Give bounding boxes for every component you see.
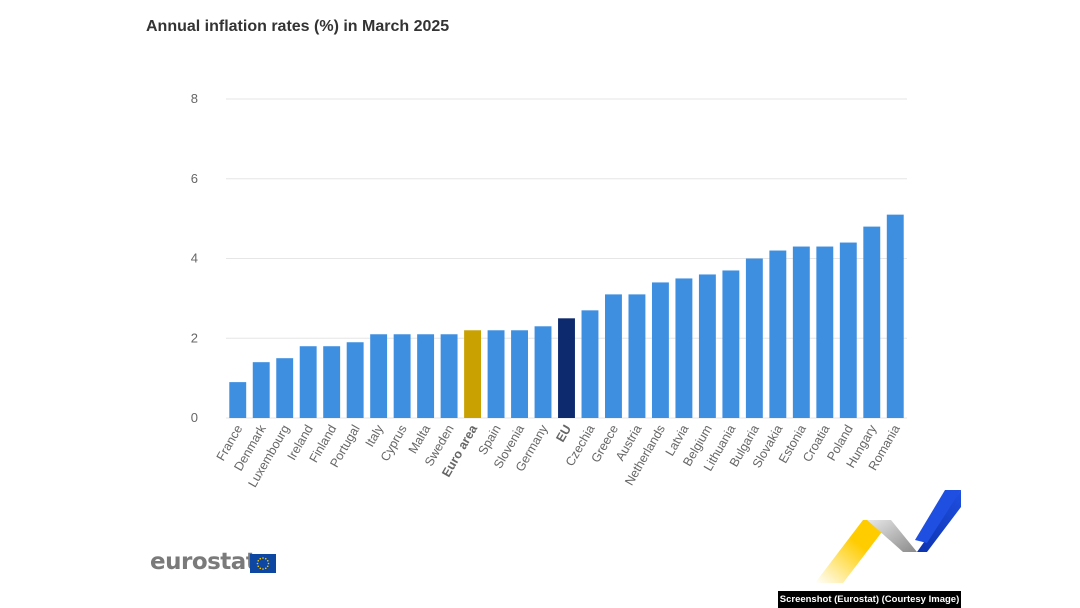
y-tick-label: 0 bbox=[191, 410, 198, 425]
x-tick-label: Italy bbox=[363, 422, 387, 450]
bar-france[interactable] bbox=[229, 382, 247, 418]
bars bbox=[229, 214, 904, 419]
bar-bulgaria[interactable] bbox=[745, 258, 763, 419]
bar-eu[interactable] bbox=[558, 318, 575, 418]
flag-star bbox=[266, 559, 269, 562]
x-axis-ticks: FranceDenmarkLuxembourgIrelandFinlandPor… bbox=[214, 422, 903, 490]
bar-netherlands[interactable] bbox=[651, 282, 669, 418]
flag-star bbox=[256, 562, 259, 565]
bar-poland[interactable] bbox=[839, 242, 857, 418]
bar-austria[interactable] bbox=[628, 294, 646, 418]
bar-denmark[interactable] bbox=[252, 362, 270, 418]
flag-star bbox=[264, 567, 267, 570]
bar-germany[interactable] bbox=[534, 326, 552, 418]
bar-chart: 0 2 4 6 8 FranceDenmarkLuxembourgIrelandFinl… bbox=[191, 91, 907, 490]
bar-sweden[interactable] bbox=[440, 334, 458, 418]
y-tick-label: 8 bbox=[191, 91, 198, 106]
flag-star bbox=[259, 567, 262, 570]
eu-flag-icon bbox=[250, 554, 276, 573]
decorative-ribbon-graphic bbox=[815, 490, 961, 583]
bar-cyprus[interactable] bbox=[393, 334, 411, 418]
bar-croatia[interactable] bbox=[816, 246, 834, 418]
bar-spain[interactable] bbox=[487, 330, 505, 418]
eurostat-logo: eurostat bbox=[150, 549, 257, 575]
y-tick-label: 2 bbox=[191, 330, 198, 345]
y-tick-label: 4 bbox=[191, 251, 198, 266]
bar-estonia[interactable] bbox=[792, 246, 810, 418]
flag-star bbox=[257, 559, 260, 562]
flag-star bbox=[264, 557, 267, 560]
y-axis-ticks: 0 2 4 6 8 bbox=[191, 91, 198, 425]
flag-star bbox=[267, 562, 270, 565]
bar-czechia[interactable] bbox=[581, 310, 599, 418]
bar-finland[interactable] bbox=[323, 346, 341, 418]
flag-star bbox=[262, 568, 264, 570]
bar-romania[interactable] bbox=[886, 214, 904, 418]
bar-greece[interactable] bbox=[605, 294, 622, 418]
bar-luxembourg[interactable] bbox=[276, 358, 294, 418]
y-tick-label: 6 bbox=[191, 171, 198, 186]
bar-portugal[interactable] bbox=[346, 342, 364, 418]
flag-star bbox=[259, 557, 262, 560]
bar-malta[interactable] bbox=[417, 334, 435, 418]
bar-euro-area[interactable] bbox=[464, 330, 482, 418]
bar-slovakia[interactable] bbox=[769, 250, 787, 418]
bar-latvia[interactable] bbox=[675, 278, 693, 418]
chart-title: Annual inflation rates (%) in March 2025 bbox=[146, 18, 450, 35]
flag-star bbox=[262, 557, 264, 559]
flag-star bbox=[266, 565, 269, 568]
x-tick-label: EU bbox=[553, 423, 574, 445]
bar-lithuania[interactable] bbox=[722, 270, 740, 418]
bar-belgium[interactable] bbox=[698, 274, 716, 418]
flag-star bbox=[257, 565, 260, 568]
bar-italy[interactable] bbox=[370, 334, 388, 418]
bar-ireland[interactable] bbox=[299, 346, 317, 418]
bar-hungary[interactable] bbox=[863, 226, 881, 418]
bar-slovenia[interactable] bbox=[511, 330, 528, 418]
image-caption: Screenshot (Eurostat) (Courtesy Image) bbox=[778, 591, 961, 608]
